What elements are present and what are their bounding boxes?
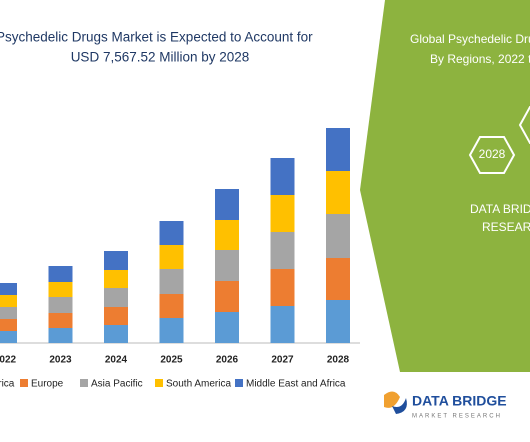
x-tick-label: 2022	[0, 355, 17, 366]
panel-title: By Regions, 2022 to 2029	[430, 52, 530, 66]
bar-segment	[0, 283, 17, 295]
brand-text: RESEARCH	[482, 220, 530, 234]
bar-segment	[326, 128, 350, 171]
bar-segment	[104, 270, 128, 288]
chart-title: Psychedelic Drugs Market is Expected to …	[0, 30, 313, 45]
bar-segment	[159, 221, 184, 245]
bar-segment	[159, 318, 184, 343]
bar-segment	[48, 297, 73, 313]
bar-segment	[326, 214, 350, 258]
x-tick-label: 2026	[216, 355, 239, 366]
bar-segment	[104, 251, 128, 270]
legend-swatch	[80, 379, 88, 387]
bar-segment	[104, 288, 128, 307]
panel-title: Global Psychedelic Drugs Market,	[410, 32, 530, 46]
legend-label: Europe	[31, 379, 64, 390]
legend-label: South America	[166, 379, 231, 390]
logo-icon	[384, 391, 400, 408]
logo-tagline: MARKET RESEARCH	[412, 414, 502, 420]
bar-segment	[104, 325, 128, 343]
bar-segment	[326, 171, 350, 214]
bar-segment	[159, 245, 184, 269]
side-panel	[360, 0, 530, 372]
bar-segment	[0, 307, 17, 319]
bar-segment	[270, 158, 295, 195]
bar-segment	[48, 282, 73, 297]
bar-segment	[0, 295, 17, 307]
x-tick-label: 2028	[327, 355, 350, 366]
bar-segment	[215, 220, 239, 250]
bar-segment	[159, 269, 184, 294]
x-tick-label: 2025	[160, 355, 183, 366]
legend-swatch	[155, 379, 163, 387]
bar-segment	[48, 328, 73, 343]
bar-segment	[326, 300, 350, 343]
bar-segment	[215, 189, 239, 220]
x-tick-label: 2027	[271, 355, 294, 366]
bar-segment	[215, 281, 239, 312]
legend-swatch	[20, 379, 28, 387]
brand-text: DATA BRIDGE MARKET	[470, 202, 530, 216]
legend-swatch	[235, 379, 243, 387]
bar-segment	[104, 307, 128, 325]
bar-segment	[270, 306, 295, 343]
bar-segment	[0, 319, 17, 331]
bar-segment	[0, 331, 17, 343]
bar-segment	[215, 312, 239, 343]
hexagon-label: 2028	[479, 147, 506, 161]
bar-segment	[48, 266, 73, 282]
logo-icon	[392, 398, 407, 414]
logo-name: DATA BRIDGE	[412, 393, 507, 409]
x-tick-label: 2023	[49, 355, 72, 366]
bar-segment	[270, 269, 295, 306]
bar-segment	[159, 294, 184, 318]
legend-label: Middle East and Africa	[246, 379, 346, 390]
hexagon	[468, 136, 516, 174]
legend-label: North America	[0, 379, 15, 390]
bar-segment	[326, 258, 350, 300]
x-tick-label: 2024	[105, 355, 128, 366]
bar-segment	[48, 313, 73, 328]
bar-segment	[215, 250, 239, 281]
bar-segment	[270, 195, 295, 232]
legend-label: Asia Pacific	[91, 379, 143, 390]
chart-subtitle: USD 7,567.52 Million by 2028	[71, 50, 250, 65]
bar-segment	[270, 232, 295, 269]
